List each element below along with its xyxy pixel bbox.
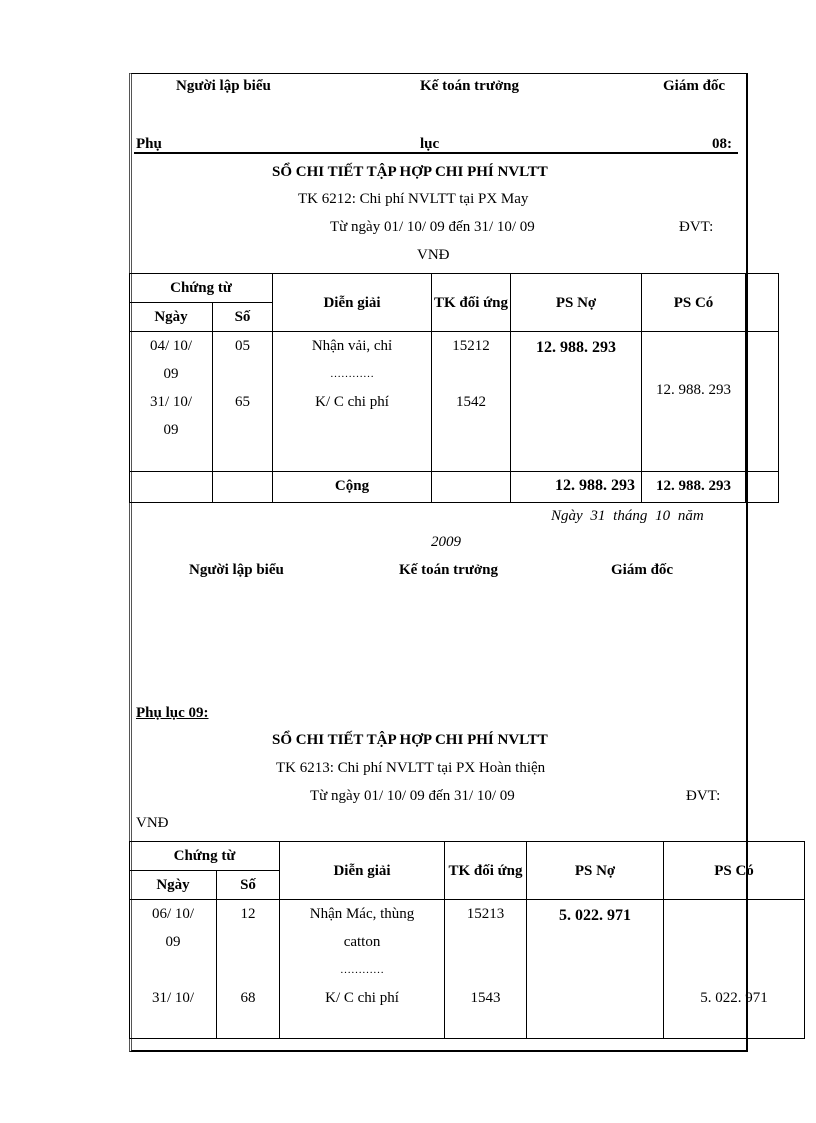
total-row: Cộng 12. 988. 293 12. 988. 293 <box>129 471 780 503</box>
row-no: 65 <box>235 394 250 410</box>
appendix8-unit-label: ĐVT: <box>679 219 714 235</box>
row-no: 68 <box>240 990 256 1006</box>
row-acct: 1543 <box>470 990 501 1006</box>
row-date: 04/ 10/ 09 <box>149 338 193 382</box>
header-credit: PS Có <box>663 841 806 900</box>
row-desc: K/ C chi phí <box>315 394 389 410</box>
appendix8-unit: VNĐ <box>417 247 450 263</box>
header-date: Ngày <box>129 870 217 900</box>
header-acct: TK đối ứng <box>431 273 512 332</box>
date-line: Ngày 31 tháng 10 năm <box>551 508 704 524</box>
appendix8-underline <box>134 152 738 154</box>
sig-chief: Kế toán trưởng <box>399 562 498 578</box>
row-no: 12 <box>240 906 256 922</box>
total-label: Cộng <box>272 471 433 503</box>
appendix9-label: Phụ lục 09: <box>136 705 209 721</box>
header-date: Ngày <box>129 302 213 332</box>
appendix8-table: Chứng từ Diễn giải TK đối ứng PS Nợ PS C… <box>128 273 780 503</box>
table-row: 06/ 10/ 09 31/ 10/ 12 68 Nhận Mác, thùng c… <box>129 899 806 1039</box>
total-debit: 12. 988. 293 <box>510 471 643 503</box>
header-credit: PS Có <box>641 273 747 332</box>
sig-preparer: Người lập biểu <box>189 562 284 578</box>
appendix8-title: SỔ CHI TIẾT TẬP HỢP CHI PHÍ NVLTT <box>272 164 548 180</box>
appendix9-account: TK 6213: Chi phí NVLTT tại PX Hoàn thiện <box>276 760 546 776</box>
row-acct: 1542 <box>456 394 487 410</box>
row-credit: 12. 988. 293 <box>656 381 732 398</box>
appendix9-title: SỔ CHI TIẾT TẬP HỢP CHI PHÍ NVLTT <box>272 732 548 748</box>
header-debit: PS Nợ <box>526 841 665 900</box>
row-debit: 5. 022. 971 <box>559 907 632 924</box>
row-desc: Nhận Mác, thùng catton <box>309 906 415 950</box>
appendix9-unit-label: ĐVT: <box>686 788 721 804</box>
sig-director-top: Giám đốc <box>663 78 726 94</box>
row-credit: 5. 022. 971 <box>700 990 768 1006</box>
row-date: 31/ 10/ 09 <box>149 394 193 438</box>
appendix8-label-1: Phụ <box>136 136 162 152</box>
row-desc: ………… <box>330 368 375 380</box>
total-credit: 12. 988. 293 <box>641 471 747 503</box>
page-frame <box>129 73 748 1052</box>
header-desc: Diễn giải <box>272 273 433 332</box>
sig-preparer-top: Người lập biểu <box>176 78 271 94</box>
header-no: Số <box>215 870 281 900</box>
row-desc: ………… <box>340 964 385 976</box>
sig-director: Giám đốc <box>611 562 674 578</box>
header-desc: Diễn giải <box>279 841 446 900</box>
date-year: 2009 <box>431 534 461 550</box>
row-debit: 12. 988. 293 <box>536 339 617 356</box>
row-acct: 15213 <box>466 906 505 922</box>
header-debit: PS Nợ <box>510 273 643 332</box>
row-date: 06/ 10/ 09 <box>151 906 195 950</box>
row-acct: 15212 <box>452 338 490 354</box>
sig-chief-top: Kế toán trưởng <box>420 78 519 94</box>
extra-cell <box>745 273 780 332</box>
row-no: 05 <box>235 338 250 354</box>
appendix8-account: TK 6212: Chi phí NVLTT tại PX May <box>298 191 529 207</box>
header-no: Số <box>211 302 274 332</box>
row-desc: K/ C chi phí <box>325 990 399 1006</box>
appendix9-period: Từ ngày 01/ 10/ 09 đến 31/ 10/ 09 <box>310 788 515 804</box>
row-date: 31/ 10/ <box>151 990 195 1006</box>
appendix9-table: Chứng từ Diễn giải TK đối ứng PS Nợ PS C… <box>128 841 806 1039</box>
appendix8-label-2: lục <box>420 136 440 152</box>
appendix9-unit: VNĐ <box>136 815 169 831</box>
table-row: 04/ 10/ 09 31/ 10/ 09 05 65 Nhận vải, chỉ …… <box>129 331 780 472</box>
appendix8-label-3: 08: <box>712 136 732 152</box>
row-desc: Nhận vải, chỉ <box>311 338 393 354</box>
header-acct: TK đối ứng <box>444 841 528 900</box>
header-voucher: Chứng từ <box>128 273 274 303</box>
header-voucher: Chứng từ <box>128 841 281 871</box>
appendix8-period: Từ ngày 01/ 10/ 09 đến 31/ 10/ 09 <box>330 219 535 235</box>
